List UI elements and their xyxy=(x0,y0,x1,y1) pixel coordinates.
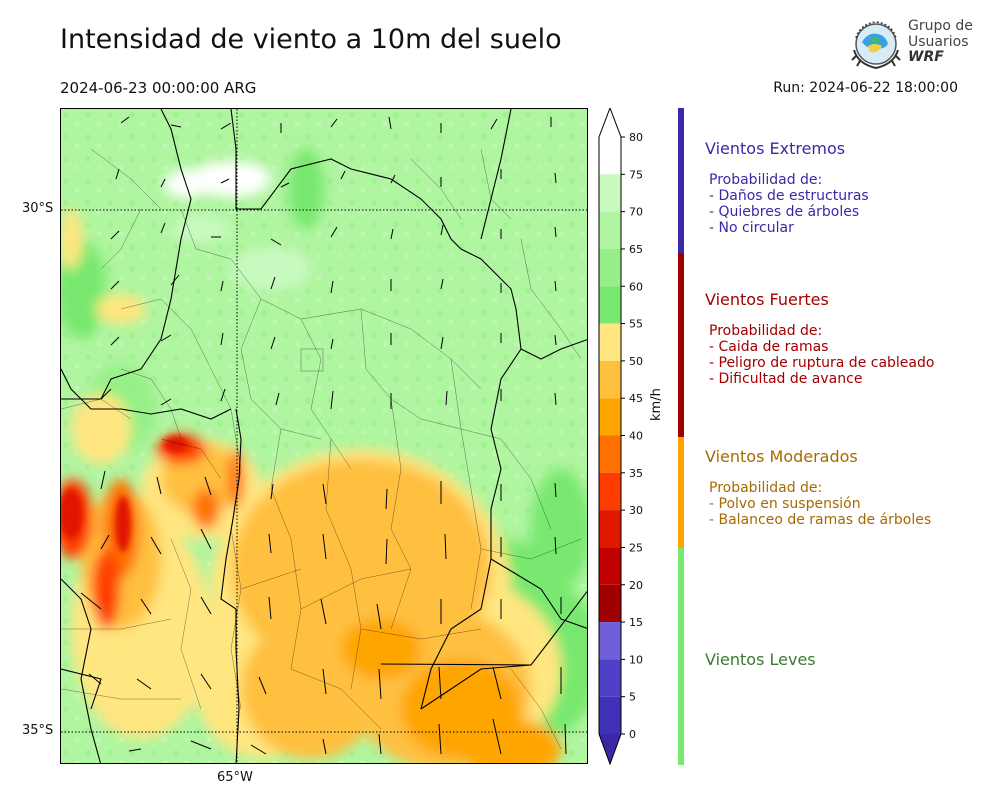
colorbar-tick-label: 35 xyxy=(629,467,643,480)
map-title: Intensidad de viento a 10m del suelo xyxy=(60,24,562,55)
colorbar-segment xyxy=(599,174,621,212)
colorbar-segment xyxy=(599,435,621,473)
colorbar-tick-label: 75 xyxy=(629,168,643,181)
legend-prob-label: Probabilidad de: xyxy=(709,480,823,496)
legend-bar-vientos-moderados xyxy=(678,437,684,548)
colorbar-tick-label: 10 xyxy=(629,653,643,666)
wrf-logo: Grupo de Usuarios WRF xyxy=(848,16,978,72)
legend-item: - Polvo en suspensión xyxy=(709,496,861,512)
colorbar-segment xyxy=(599,734,621,764)
colorbar-segment xyxy=(599,696,621,734)
legend-item: - Daños de estructuras xyxy=(709,188,869,204)
legend-item: - Caida de ramas xyxy=(709,339,829,355)
colorbar-tick-label: 80 xyxy=(629,131,643,144)
legend-item: - No circular xyxy=(709,220,794,236)
colorbar-tick-label: 50 xyxy=(629,355,643,368)
colorbar-tick-label: 70 xyxy=(629,206,643,219)
colorbar-tick-label: 65 xyxy=(629,243,643,256)
legend-prob-label: Probabilidad de: xyxy=(709,323,823,339)
colorbar-tick-label: 0 xyxy=(629,728,636,741)
colorbar-tick-label: 60 xyxy=(629,280,643,293)
wind-map-canvas xyxy=(61,109,587,763)
colorbar-tick-label: 40 xyxy=(629,430,643,443)
legend-prob-label: Probabilidad de: xyxy=(709,172,823,188)
lat-label-35s: 35°S xyxy=(22,723,54,738)
legend-item: - Balanceo de ramas de árboles xyxy=(709,512,932,528)
colorbar-segment xyxy=(599,286,621,324)
colorbar-tick-label: 45 xyxy=(629,392,643,405)
legend-bar-vientos-leves xyxy=(678,548,684,765)
legend-bar-vientos-extremos xyxy=(678,108,684,253)
legend-item: - Quiebres de árboles xyxy=(709,204,860,220)
colorbar-svg: 0 5 10 15 20 25 30 35 40 45 50 55 60 65 70 75 80 xyxy=(598,106,643,766)
run-datetime: Run: 2024-06-22 18:00:00 xyxy=(773,80,958,96)
colorbar-tick-label: 25 xyxy=(629,541,643,554)
lat-label-30s: 30°S xyxy=(22,201,54,216)
valid-datetime: 2024-06-23 00:00:00 ARG xyxy=(60,79,257,97)
colorbar-segment xyxy=(599,398,621,436)
legend-title-vientos-leves: Vientos Leves xyxy=(705,650,816,669)
colorbar-segment xyxy=(599,360,621,399)
colorbar-segment xyxy=(599,211,621,249)
colorbar-tick-label: 20 xyxy=(629,579,643,592)
colorbar-tick-label: 5 xyxy=(629,691,636,704)
colorbar-segment xyxy=(599,248,621,287)
colorbar-segment xyxy=(599,622,621,660)
colorbar-segment xyxy=(599,323,621,361)
legend-item: - Dificultad de avance xyxy=(709,371,863,387)
legend-title-vientos-fuertes: Vientos Fuertes xyxy=(705,290,829,309)
lon-label-65w: 65°W xyxy=(217,770,253,785)
legend-item: - Peligro de ruptura de cableado xyxy=(709,355,935,371)
colorbar-segment xyxy=(599,108,621,137)
logo-text-line1: Grupo de xyxy=(908,18,973,34)
legend-title-vientos-moderados: Vientos Moderados xyxy=(705,447,858,466)
logo-text-line2: Usuarios xyxy=(908,34,969,50)
colorbar-tick-label: 15 xyxy=(629,616,643,629)
legend-title-vientos-extremos: Vientos Extremos xyxy=(705,139,846,158)
colorbar: 0 5 10 15 20 25 30 35 40 45 50 55 60 65 70 75 80 xyxy=(598,106,678,768)
logo-text-line3: WRF xyxy=(908,49,944,65)
globe-emblem-icon xyxy=(851,21,901,70)
colorbar-tick-label: 55 xyxy=(629,318,643,331)
wind-map xyxy=(60,108,588,764)
colorbar-segment xyxy=(599,547,621,585)
legend-bar-vientos-fuertes xyxy=(678,253,684,437)
colorbar-tick-label: 30 xyxy=(629,504,643,517)
colorbar-unit: km/h xyxy=(649,388,664,421)
colorbar-segment xyxy=(599,510,621,548)
colorbar-segment xyxy=(599,659,621,697)
colorbar-segment xyxy=(599,584,621,623)
colorbar-segment xyxy=(599,472,621,511)
